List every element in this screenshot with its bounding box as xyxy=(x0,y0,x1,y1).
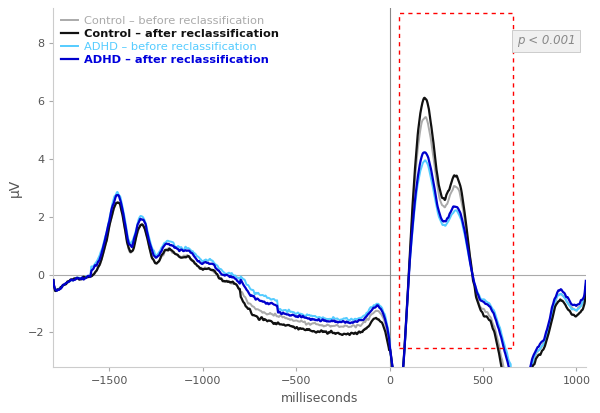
Bar xyxy=(398,13,513,348)
Y-axis label: μV: μV xyxy=(8,178,22,197)
X-axis label: milliseconds: milliseconds xyxy=(281,392,358,405)
Legend: Control – before reclassification, Control – after reclassification, ADHD – befo: Control – before reclassification, Contr… xyxy=(59,14,281,67)
Text: p < 0.001: p < 0.001 xyxy=(517,34,575,47)
